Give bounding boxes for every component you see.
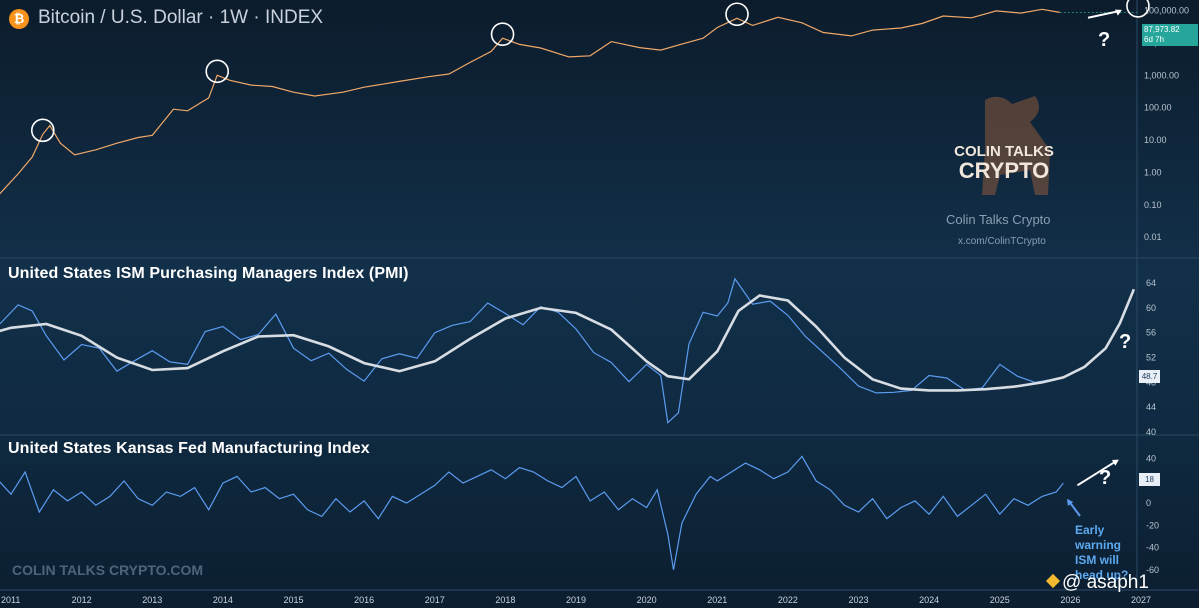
kansas-y-tick-label: 0 xyxy=(1146,498,1151,508)
chart-title[interactable]: Bitcoin / U.S. Dollar · 1W · INDEX xyxy=(38,7,324,28)
btc-y-tick-label: 0.10 xyxy=(1144,200,1162,210)
brand-logo-text: COLIN TALKS CRYPTO xyxy=(950,143,1058,182)
x-year-label: 2025 xyxy=(990,595,1010,605)
x-year-label: 2027 xyxy=(1131,595,1151,605)
pmi-y-tick-label: 56 xyxy=(1146,328,1156,338)
pmi-y-tick-label: 44 xyxy=(1146,402,1156,412)
btc-question-mark: ? xyxy=(1098,29,1110,51)
x-year-label: 2015 xyxy=(284,595,304,605)
kansas-y-tick-label: 40 xyxy=(1146,454,1156,464)
cycle-top-marker xyxy=(725,2,749,27)
candle-countdown: 6d 7h xyxy=(1144,35,1165,44)
footer-brand-watermark: COLIN TALKS CRYPTO.COM xyxy=(12,562,204,578)
price-badge: 87,973.82 6d 7h xyxy=(1142,24,1198,46)
pmi-panel-title: United States ISM Purchasing Managers In… xyxy=(8,265,409,282)
x-year-label: 2022 xyxy=(778,595,798,605)
kansas-question-mark: ? xyxy=(1099,467,1111,489)
x-year-label: 2019 xyxy=(566,595,586,605)
kansas-y-tick-label: -40 xyxy=(1146,543,1159,553)
btc-y-tick-label: 1,000.00 xyxy=(1144,70,1179,80)
kansas-y-tick-label: -20 xyxy=(1146,520,1159,530)
cycle-top-marker xyxy=(490,22,515,47)
brand-name-watermark: Colin Talks Crypto xyxy=(946,212,1051,227)
bull-logo-icon xyxy=(982,96,1050,195)
btc-projection-arrow xyxy=(1087,9,1121,19)
credit-handle: @ asaph1 xyxy=(1062,572,1149,593)
btc-y-tick-label: 100.00 xyxy=(1144,103,1172,113)
kansas-projection-arrow xyxy=(1076,459,1118,487)
pmi-last-value-badge: 48.7 xyxy=(1139,370,1160,383)
x-year-label: 2013 xyxy=(142,595,162,605)
pmi-line[interactable] xyxy=(0,277,1060,424)
pmi-smoothed-line[interactable] xyxy=(0,288,1136,392)
btc-y-tick-label: 10.00 xyxy=(1144,135,1167,145)
btc-arrowhead xyxy=(1114,9,1122,16)
x-year-label: 2020 xyxy=(637,595,657,605)
pmi-y-tick-label: 40 xyxy=(1146,427,1156,437)
early-warning-note: Early warning ISM will head up? xyxy=(1075,523,1129,582)
x-year-label: 2017 xyxy=(425,595,445,605)
x-year-label: 2011 xyxy=(1,595,20,605)
x-year-label: 2016 xyxy=(354,595,374,605)
early-warning-arrowhead xyxy=(1067,499,1074,506)
x-year-label: 2018 xyxy=(495,595,515,605)
price-value: 87,973.82 xyxy=(1144,25,1180,34)
kansas-panel-title: United States Kansas Fed Manufacturing I… xyxy=(8,440,370,457)
cycle-top-marker xyxy=(205,59,230,84)
btc-target-marker xyxy=(1126,0,1150,18)
binance-logo-icon xyxy=(1045,573,1061,589)
x-year-label: 2026 xyxy=(1060,595,1080,605)
btc-y-tick-label: 100,000.00 xyxy=(1144,6,1189,16)
kansas-y-tick-label: -60 xyxy=(1146,565,1159,575)
kansas-arrowhead xyxy=(1111,459,1119,466)
x-year-label: 2023 xyxy=(849,595,869,605)
pmi-question-mark: ? xyxy=(1119,331,1131,353)
x-year-label: 2024 xyxy=(919,595,939,605)
btc-y-tick-label: 1.00 xyxy=(1144,167,1162,177)
pmi-y-tick-label: 52 xyxy=(1146,353,1156,363)
brand-logo-line2: CRYPTO xyxy=(958,158,1050,183)
btc-y-tick-label: 0.01 xyxy=(1144,232,1162,242)
kansas-fed-line[interactable] xyxy=(0,455,1064,570)
brand-handle-watermark: x.com/ColinTCrypto xyxy=(958,236,1046,247)
pmi-y-tick-label: 60 xyxy=(1146,303,1156,313)
cycle-top-marker xyxy=(30,118,55,143)
x-year-label: 2021 xyxy=(707,595,727,605)
bitcoin-logo-icon: ₿ xyxy=(9,9,29,29)
x-year-label: 2014 xyxy=(213,595,233,605)
btc-price-line[interactable] xyxy=(0,8,1060,212)
brand-logo-line1: COLIN TALKS xyxy=(954,143,1054,160)
x-year-label: 2012 xyxy=(72,595,92,605)
kansas-last-value-badge: 18 xyxy=(1139,473,1160,486)
pmi-y-tick-label: 64 xyxy=(1146,278,1156,288)
